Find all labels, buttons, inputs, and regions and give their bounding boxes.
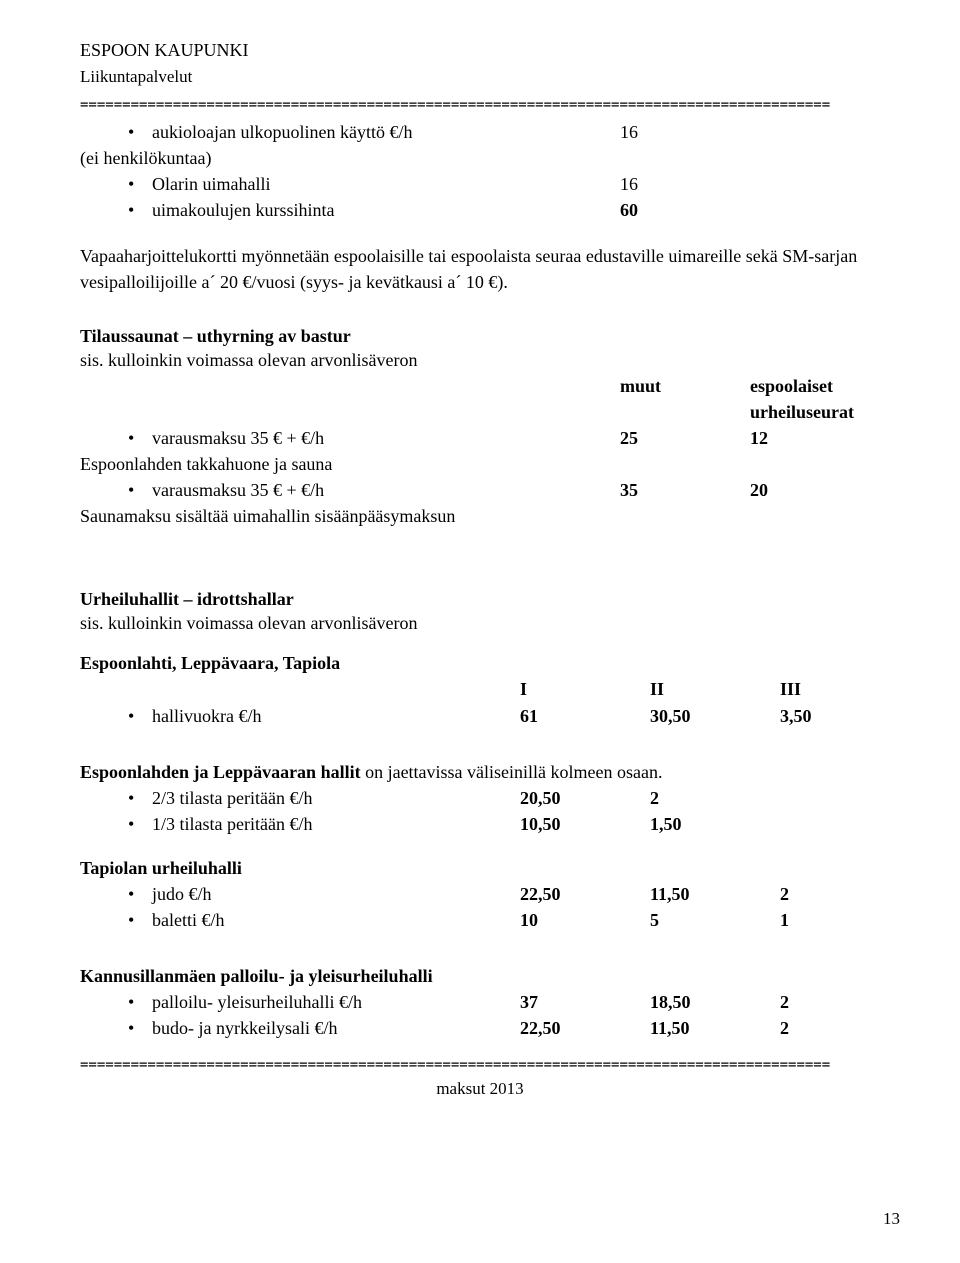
item-value: 22,50 bbox=[520, 881, 650, 907]
item-label: Olarin uimahalli bbox=[152, 171, 270, 197]
item-value: 2 bbox=[780, 989, 880, 1015]
intro-bold: Espoonlahden ja Leppävaaran hallit bbox=[80, 762, 361, 782]
bullet-icon: • bbox=[128, 171, 152, 197]
bullet-icon: • bbox=[128, 989, 152, 1015]
bullet-icon: • bbox=[128, 907, 152, 933]
org-name: ESPOON KAUPUNKI bbox=[80, 40, 880, 61]
dept-name: Liikuntapalvelut bbox=[80, 67, 880, 87]
bullet-icon: • bbox=[128, 1015, 152, 1041]
bullet-icon: • bbox=[128, 119, 152, 145]
note-line: Espoonlahden takkahuone ja sauna bbox=[80, 451, 880, 477]
footer-text: maksut 2013 bbox=[80, 1079, 880, 1099]
item-value: 35 bbox=[620, 477, 750, 503]
item-value: 30,50 bbox=[650, 703, 780, 729]
item-label: baletti €/h bbox=[152, 907, 224, 933]
list-item: • varausmaksu 35 € + €/h 35 20 bbox=[128, 477, 880, 503]
bullet-icon: • bbox=[128, 881, 152, 907]
item-label: uimakoulujen kurssihinta bbox=[152, 197, 334, 223]
item-value: 16 bbox=[620, 119, 750, 145]
item-value: 60 bbox=[620, 197, 750, 223]
top-divider: ========================================… bbox=[80, 97, 880, 113]
item-value: 2 bbox=[780, 881, 880, 907]
item-value: 1,50 bbox=[650, 811, 780, 837]
item-value: 3,50 bbox=[780, 703, 880, 729]
item-label: budo- ja nyrkkeilysali €/h bbox=[152, 1015, 337, 1041]
intro-rest: on jaettavissa väliseinillä kolmeen osaa… bbox=[361, 762, 663, 782]
urheiluhallit-title: Urheiluhallit – idrottshallar bbox=[80, 589, 880, 610]
list-item: • 1/3 tilasta peritään €/h 10,50 1,50 bbox=[128, 811, 880, 837]
intro-line: Espoonlahden ja Leppävaaran hallit on ja… bbox=[80, 759, 880, 785]
item-label: varausmaksu 35 € + €/h bbox=[152, 477, 324, 503]
item-value: 2 bbox=[780, 1015, 880, 1041]
bottom-divider: ========================================… bbox=[80, 1057, 880, 1073]
document-page: ESPOON KAUPUNKI Liikuntapalvelut =======… bbox=[0, 0, 960, 1263]
item-value: 16 bbox=[620, 171, 750, 197]
bullet-icon: • bbox=[128, 197, 152, 223]
bullet-icon: • bbox=[128, 425, 152, 451]
list-item: • hallivuokra €/h 61 30,50 3,50 bbox=[128, 703, 880, 729]
list-item: • varausmaksu 35 € + €/h 25 12 bbox=[128, 425, 880, 451]
item-value: 10 bbox=[520, 907, 650, 933]
bullet-icon: • bbox=[128, 811, 152, 837]
item-value: 11,50 bbox=[650, 1015, 780, 1041]
col-header: III bbox=[780, 676, 880, 702]
col-header: II bbox=[650, 676, 780, 702]
kannu-title: Kannusillanmäen palloilu- ja yleisurheil… bbox=[80, 963, 880, 989]
item-value: 10,50 bbox=[520, 811, 650, 837]
item-value: 12 bbox=[750, 425, 880, 451]
bullet-icon: • bbox=[128, 477, 152, 503]
table-header: I II III bbox=[80, 676, 880, 702]
vapaa-paragraph: Vapaaharjoittelukortti myönnetään espool… bbox=[80, 243, 880, 295]
page-number: 13 bbox=[883, 1209, 900, 1229]
col-header: urheiluseurat bbox=[750, 399, 880, 425]
list-item: • budo- ja nyrkkeilysali €/h 22,50 11,50… bbox=[128, 1015, 880, 1041]
table-header: urheiluseurat bbox=[80, 399, 880, 425]
col-header: muut bbox=[620, 373, 750, 399]
tilaussaunat-title: Tilaussaunat – uthyrning av bastur bbox=[80, 326, 880, 347]
table-header: muut espoolaiset bbox=[80, 373, 880, 399]
item-label: aukioloajan ulkopuolinen käyttö €/h bbox=[152, 119, 412, 145]
list-item: • judo €/h 22,50 11,50 2 bbox=[128, 881, 880, 907]
item-value: 5 bbox=[650, 907, 780, 933]
note-line: (ei henkilökuntaa) bbox=[80, 145, 880, 171]
item-value: 61 bbox=[520, 703, 650, 729]
item-value: 2 bbox=[650, 785, 780, 811]
note-line: Saunamaksu sisältää uimahallin sisäänpää… bbox=[80, 503, 880, 529]
item-label: hallivuokra €/h bbox=[152, 703, 261, 729]
bullet-icon: • bbox=[128, 785, 152, 811]
top-list: • aukioloajan ulkopuolinen käyttö €/h 16 bbox=[80, 119, 880, 145]
item-label: palloilu- yleisurheiluhalli €/h bbox=[152, 989, 362, 1015]
list-item: • palloilu- yleisurheiluhalli €/h 37 18,… bbox=[128, 989, 880, 1015]
item-value: 1 bbox=[780, 907, 880, 933]
item-label: 1/3 tilasta peritään €/h bbox=[152, 811, 312, 837]
list-item: • aukioloajan ulkopuolinen käyttö €/h 16 bbox=[128, 119, 880, 145]
sis-note: sis. kulloinkin voimassa olevan arvonlis… bbox=[80, 347, 880, 373]
col-header: espoolaiset bbox=[750, 373, 880, 399]
sub-heading: Espoonlahti, Leppävaara, Tapiola bbox=[80, 650, 880, 676]
item-value: 20 bbox=[750, 477, 880, 503]
tapiolan-title: Tapiolan urheiluhalli bbox=[80, 855, 880, 881]
item-value: 11,50 bbox=[650, 881, 780, 907]
list-item: • 2/3 tilasta peritään €/h 20,50 2 bbox=[128, 785, 880, 811]
col-header: I bbox=[520, 676, 650, 702]
item-label: judo €/h bbox=[152, 881, 212, 907]
item-value: 18,50 bbox=[650, 989, 780, 1015]
list-item: • baletti €/h 10 5 1 bbox=[128, 907, 880, 933]
item-value: 20,50 bbox=[520, 785, 650, 811]
item-label: 2/3 tilasta peritään €/h bbox=[152, 785, 312, 811]
item-value: 25 bbox=[620, 425, 750, 451]
item-value: 37 bbox=[520, 989, 650, 1015]
bullet-icon: • bbox=[128, 703, 152, 729]
item-label: varausmaksu 35 € + €/h bbox=[152, 425, 324, 451]
sis-note: sis. kulloinkin voimassa olevan arvonlis… bbox=[80, 610, 880, 636]
list-item: • uimakoulujen kurssihinta 60 bbox=[128, 197, 880, 223]
item-value: 22,50 bbox=[520, 1015, 650, 1041]
list-item: • Olarin uimahalli 16 bbox=[128, 171, 880, 197]
